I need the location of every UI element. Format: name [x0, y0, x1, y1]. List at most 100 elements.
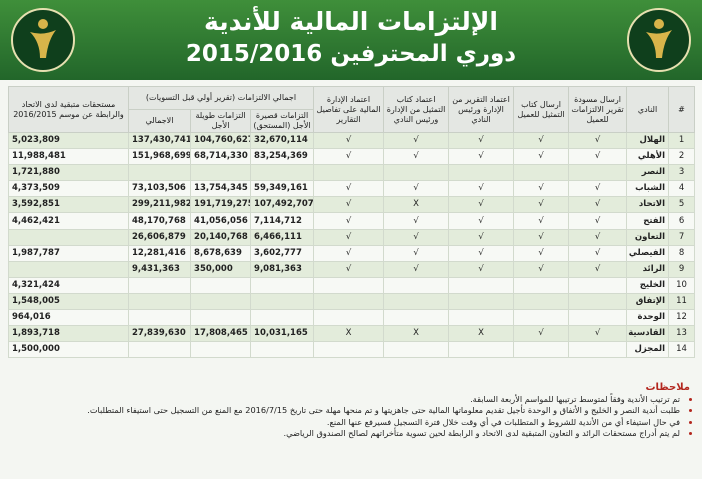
- status-cell: [383, 292, 450, 311]
- table-row: 13 القادسية √ √ X X X 10,031,165 17,808,465 27,83…: [8, 325, 696, 343]
- status-cell: √: [513, 325, 570, 343]
- amount-cell: 32,670,114: [250, 131, 315, 150]
- status-cell: √: [313, 148, 385, 166]
- status-cell: [448, 276, 515, 294]
- subcolumn-header: التزامات قصيرة الأجل (المستحق): [250, 109, 315, 133]
- row-number: 14: [668, 341, 696, 359]
- status-cell: √: [568, 148, 628, 166]
- amount-cell: [8, 260, 129, 278]
- club-name: القادسية: [626, 325, 670, 343]
- header: الإلتزامات المالية للأندية دوري المحترفي…: [0, 0, 702, 80]
- column-header: النادي: [626, 86, 670, 133]
- header-row: # النادي ارسال مسودة تقرير الالتزامات للعم…: [8, 86, 696, 133]
- status-cell: [513, 276, 570, 294]
- status-cell: √: [383, 244, 450, 262]
- status-cell: √: [313, 212, 385, 230]
- amount-cell: 107,492,707: [250, 196, 315, 214]
- status-cell: √: [513, 196, 570, 214]
- amount-cell: 191,719,275: [190, 196, 252, 214]
- status-cell: X: [313, 325, 385, 343]
- column-header: ارسال كتاب التمثيل للعميل: [513, 86, 570, 133]
- status-cell: √: [383, 180, 450, 198]
- status-cell: √: [383, 260, 450, 278]
- notes: ملاحظات تم ترتيب الأندية وفقاً لمتوسط تر…: [8, 380, 694, 442]
- amount-cell: 83,254,369: [250, 148, 315, 166]
- status-cell: √: [513, 244, 570, 262]
- amount-cell: 48,170,768: [127, 212, 192, 230]
- amount-cell: 1,500,000: [8, 341, 129, 359]
- table-row: 3 النصر 1,721,880: [8, 164, 696, 182]
- amount-cell: [250, 309, 315, 327]
- club-name: الاتحاد: [626, 196, 670, 214]
- logo: [11, 8, 75, 72]
- status-cell: [313, 276, 385, 294]
- amount-cell: [190, 309, 252, 327]
- amount-cell: 11,988,481: [8, 148, 129, 166]
- notes-title: ملاحظات: [645, 382, 690, 393]
- amount-cell: [250, 341, 315, 359]
- club-name: الفتح: [626, 212, 670, 230]
- amount-cell: 9,431,363: [127, 260, 192, 278]
- amount-cell: [8, 228, 129, 246]
- status-cell: [568, 276, 628, 294]
- note-text: لم يتم أدراج مستحقات الرائد و التعاون ال…: [283, 428, 680, 438]
- subcolumn-header: التزامات طويلة الأجل: [190, 109, 252, 133]
- status-cell: √: [513, 180, 570, 198]
- amount-cell: [127, 164, 192, 182]
- amount-cell: 17,808,465: [190, 325, 252, 343]
- amount-cell: 4,321,424: [8, 276, 129, 294]
- amount-cell: 137,430,741: [127, 131, 192, 150]
- status-cell: √: [313, 244, 385, 262]
- amount-cell: [190, 292, 252, 311]
- subcolumn-header: الاجمالي: [127, 109, 192, 133]
- club-name: الهلال: [626, 131, 670, 150]
- status-cell: [448, 341, 515, 359]
- note-text: في حال استيفاء أي من الأندية للشروط و ال…: [326, 416, 680, 427]
- status-cell: √: [513, 228, 570, 246]
- table-row: 11 الإتفاق 1,548,005: [8, 292, 696, 311]
- status-cell: √: [383, 131, 450, 150]
- title: الإلتزامات المالية للأندية: [204, 7, 498, 36]
- amount-cell: [190, 164, 252, 182]
- row-number: 3: [668, 164, 696, 182]
- status-cell: √: [513, 260, 570, 278]
- amount-cell: [127, 309, 192, 327]
- row-number: 7: [668, 228, 696, 246]
- status-cell: √: [448, 228, 515, 246]
- amount-cell: 8,678,639: [190, 244, 252, 262]
- status-cell: √: [568, 244, 628, 262]
- amount-cell: 299,211,982: [127, 196, 192, 214]
- status-cell: X: [383, 196, 450, 214]
- table-row: 9 الرائد √ √ √ √ √ 9,081,363 350,000 9,431,363: [8, 260, 696, 278]
- status-cell: [383, 276, 450, 294]
- column-header: ارسال مسودة تقرير الالتزامات للعميل: [568, 86, 628, 133]
- status-cell: √: [448, 180, 515, 198]
- amount-cell: 41,056,056: [190, 212, 252, 230]
- club-name: التعاون: [626, 228, 670, 246]
- amount-cell: [190, 276, 252, 294]
- amount-cell: [250, 164, 315, 182]
- status-cell: [568, 309, 628, 327]
- status-cell: √: [513, 148, 570, 166]
- row-number: 2: [668, 148, 696, 166]
- note-item: تم ترتيب الأندية وفقاً لمتوسط ترتيبها لل…: [12, 394, 680, 406]
- amount-cell: 13,754,345: [190, 180, 252, 198]
- amount-cell: [127, 292, 192, 311]
- status-cell: [448, 309, 515, 327]
- amount-cell: 1,548,005: [8, 292, 129, 311]
- amount-cell: 20,140,768: [190, 228, 252, 246]
- amount-cell: 9,081,363: [250, 260, 315, 278]
- club-name: الخليج: [626, 276, 670, 294]
- row-number: 11: [668, 292, 696, 311]
- status-cell: √: [448, 148, 515, 166]
- notes-list: تم ترتيب الأندية وفقاً لمتوسط ترتيبها لل…: [12, 394, 690, 440]
- status-cell: [313, 164, 385, 182]
- row-number: 9: [668, 260, 696, 278]
- status-cell: [313, 292, 385, 311]
- table-row: 2 الأهلي √ √ √ √ √ 83,254,369 68,714,330 151,968,…: [8, 148, 696, 166]
- amount-cell: 964,016: [8, 309, 129, 327]
- club-name: الشباب: [626, 180, 670, 198]
- amount-cell: 350,000: [190, 260, 252, 278]
- table-row: 12 الوحدة 964,016: [8, 309, 696, 327]
